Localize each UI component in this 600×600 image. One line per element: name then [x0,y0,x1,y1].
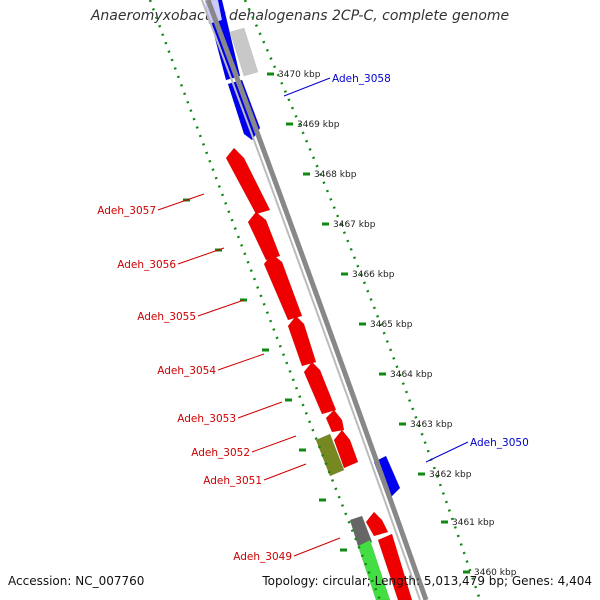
gene-label[interactable]: Adeh_3053 [177,413,236,425]
gene-label[interactable]: Adeh_3058 [332,73,391,85]
gene-label[interactable]: Adeh_3057 [97,205,156,217]
kbp-tick-label: 3465 kbp [370,320,413,330]
map-title: Anaeromyxobacter dehalogenans 2CP-C, com… [90,8,510,24]
gene-arrow-adeh-3049 [365,511,389,537]
kbp-tick-label: 3462 kbp [429,470,472,480]
gene-arrow-adeh-3056 [247,211,281,261]
gene-label-leader [263,463,307,481]
gene-label-leader [157,193,205,211]
gene-arrow-red-bottom [377,533,413,600]
accession-label: Accession: NC_007760 [8,574,145,588]
kbp-tick-label: 3467 kbp [333,220,376,230]
gene-arrow-adeh-3053 [303,361,337,415]
gene-label-leader [237,401,283,419]
backbone-line-inner [201,0,421,600]
gene-label-leader [197,299,245,317]
genome-stats: Topology: circular; Length: 5,013,479 bp… [262,574,592,588]
left-tick-track [148,0,382,600]
gene-label[interactable]: Adeh_3056 [117,259,176,271]
gene-arrow-grey-top [229,27,259,77]
kbp-labels: 3470 kbp 3469 kbp 3468 kbp 3467 kbp 3466 kbp… [267,70,517,578]
gene-arrow-adeh-3057 [225,147,271,215]
kbp-tick-label: 3468 kbp [314,170,357,180]
gene-label-leader [177,247,225,265]
gene-arrow-adeh-3054 [287,315,317,367]
genome-backbone [201,0,429,600]
backbone-line-outer [205,0,429,600]
kbp-tick-label: 3466 kbp [352,270,395,280]
gene-label[interactable]: Adeh_3050 [470,437,529,449]
gene-label[interactable]: Adeh_3055 [137,311,196,323]
gene-labels: Adeh_3058 Adeh_3057 Adeh_3056 Adeh_3055 Adeh… [97,73,529,563]
gene-label[interactable]: Adeh_3049 [233,551,292,563]
gene-arrow-green-bottom [357,539,391,600]
gene-label[interactable]: Adeh_3051 [203,475,262,487]
gene-label[interactable]: Adeh_3052 [191,447,250,459]
kbp-tick-label: 3470 kbp [278,70,321,80]
kbp-tick-label: 3460 kbp [474,568,517,578]
gene-label-leader [425,441,469,463]
right-tick-track [243,0,482,600]
gene-arrow-grey-bottom [349,515,373,547]
gene-arrow-adeh-3055 [263,253,303,321]
gene-label-leader [293,537,341,557]
kbp-tick-label: 3464 kbp [390,370,433,380]
gene-label-leader [217,353,265,371]
kbp-tick-label: 3461 kbp [452,518,495,528]
kbp-tick-label: 3463 kbp [410,420,453,430]
gene-arrow-3053b [325,409,345,433]
gene-label-leader [251,435,297,453]
tick-tracks [148,0,482,600]
gene-label[interactable]: Adeh_3054 [157,365,216,377]
gene-label-leader [283,77,331,97]
gene-arrow-adeh-3051 [333,429,359,469]
kbp-tick-label: 3469 kbp [297,120,340,130]
